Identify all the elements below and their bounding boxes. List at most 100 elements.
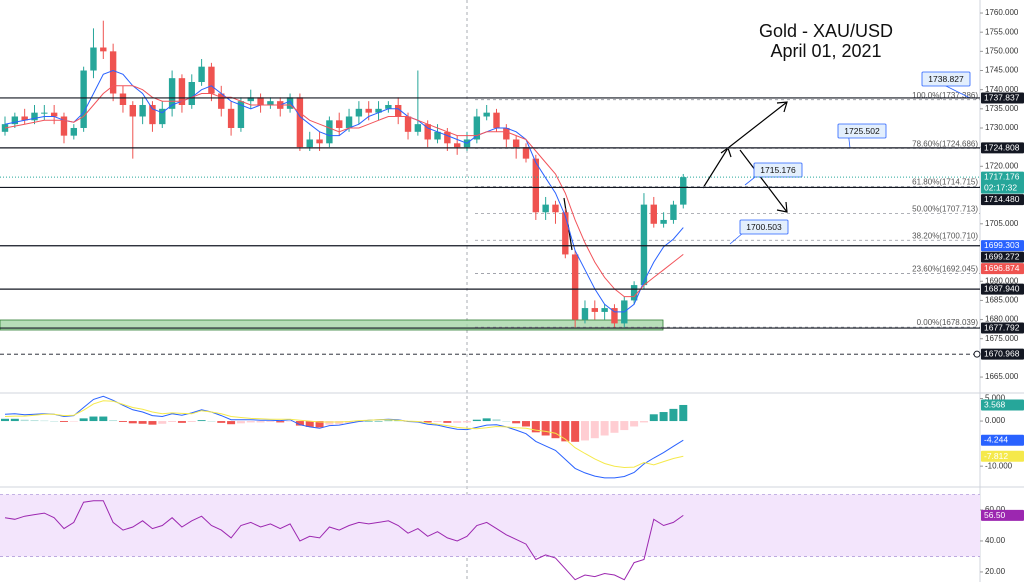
candle-body <box>581 308 589 320</box>
candle-body <box>237 101 245 128</box>
macd-histogram-bar <box>266 421 275 422</box>
candle-body <box>552 204 559 213</box>
price-label-box <box>981 251 1024 263</box>
fib-label: 100.0%(1737.386) <box>912 91 978 100</box>
candle-body <box>650 204 657 224</box>
macd-histogram-bar <box>482 418 491 422</box>
macd-histogram-bar <box>50 421 59 422</box>
macd-histogram-bar <box>148 421 157 425</box>
macd-histogram-bar <box>227 421 236 425</box>
arrow-head <box>776 101 788 113</box>
macd-histogram-bar <box>541 421 550 436</box>
price-label-box <box>981 348 1024 360</box>
y-tick-label: 1735.000 <box>985 104 1019 113</box>
macd-histogram-bar <box>394 420 403 422</box>
macd-histogram-bar <box>89 416 98 422</box>
macd-histogram-bar <box>99 416 108 422</box>
price-label: 1699.272 <box>984 252 1020 262</box>
y-tick-label: 1685.000 <box>985 296 1019 305</box>
candle-body <box>188 82 195 105</box>
macd-histogram-bar <box>659 412 668 422</box>
y-tick-label: 5.000 <box>985 394 1006 403</box>
fib-label: 38.20%(1700.710) <box>912 231 978 240</box>
price-label: 1717.176 <box>984 172 1020 182</box>
macd-histogram-bar <box>492 419 501 422</box>
price-label: 3.568 <box>984 400 1006 410</box>
countdown: 02:17:32 <box>984 182 1017 192</box>
candle-body <box>345 116 353 128</box>
price-label: 1737.837 <box>984 93 1020 103</box>
fib-label: 50.00%(1707.713) <box>912 204 978 213</box>
candle-body <box>640 204 648 286</box>
candle-body <box>267 101 274 105</box>
price-label-box <box>981 434 1024 446</box>
candle-body <box>306 139 313 148</box>
candle-body <box>365 108 372 113</box>
candle-body <box>385 104 392 109</box>
macd-histogram-bar <box>423 421 432 423</box>
callout-box <box>739 219 789 235</box>
candle-body <box>129 104 136 117</box>
support-zone <box>0 319 664 331</box>
candle-body <box>257 97 264 105</box>
candle-body <box>473 116 481 140</box>
price-label: 1677.792 <box>984 323 1020 333</box>
macd-histogram-bar <box>453 421 462 423</box>
candle-body <box>611 308 618 324</box>
y-tick-label: 1665.000 <box>985 372 1019 381</box>
price-label: 1724.808 <box>984 142 1020 152</box>
candle-body <box>512 139 520 148</box>
price-label-box <box>981 171 1024 194</box>
macd-histogram-bar <box>197 420 206 422</box>
candle-body <box>660 219 667 224</box>
candle-body <box>139 104 146 117</box>
macd-histogram-bar <box>580 421 589 441</box>
candle-body <box>532 158 540 213</box>
macd-histogram-bar <box>590 421 599 439</box>
price-label-box <box>981 194 1024 206</box>
candle-body <box>562 212 569 255</box>
candle-body <box>227 108 235 128</box>
y-tick-label: 1745.000 <box>985 66 1019 75</box>
candle-body <box>208 66 215 94</box>
candle-body <box>11 116 19 125</box>
fib-label: 61.80%(1714.715) <box>912 178 978 187</box>
price-label-box <box>981 92 1024 104</box>
macd-histogram-bar <box>177 421 186 423</box>
candle-body <box>424 124 431 140</box>
macd-histogram-bar <box>679 404 688 422</box>
price-label: 1696.874 <box>984 263 1020 273</box>
candle-body <box>60 116 68 136</box>
callout-box <box>837 123 887 139</box>
price-label: 1699.303 <box>984 240 1020 250</box>
macd-histogram-bar <box>207 421 216 422</box>
candle-body <box>168 78 176 109</box>
arrow-head <box>776 201 788 213</box>
y-tick-label: 1730.000 <box>985 123 1019 132</box>
macd-histogram-bar <box>600 421 609 436</box>
candle-body <box>601 308 608 312</box>
y-tick-label: 1690.000 <box>985 276 1019 285</box>
candle-body <box>375 108 382 113</box>
macd-histogram-bar <box>236 421 245 424</box>
fib-label: 0.00%(1678.039) <box>917 318 979 327</box>
macd-histogram-bar <box>433 421 442 422</box>
candle-body <box>41 112 48 114</box>
price-label-box <box>981 509 1024 521</box>
y-tick-label: 1760.000 <box>985 8 1019 17</box>
candle-body <box>453 143 461 148</box>
price-label-box <box>981 322 1024 334</box>
candle-body <box>50 112 58 117</box>
candle-body <box>444 131 451 144</box>
macd-histogram-bar <box>295 421 304 426</box>
y-tick-label: 60.00 <box>985 505 1006 514</box>
macd-histogram-bar <box>276 421 285 423</box>
callout-label: 1725.502 <box>844 126 880 136</box>
candle-body <box>336 120 343 128</box>
macd-histogram-bar <box>168 421 177 422</box>
macd-histogram-bar <box>669 408 678 422</box>
price-label: -7.812 <box>984 451 1008 461</box>
candle-body <box>178 78 186 105</box>
candle-body <box>542 204 549 213</box>
chart-title: Gold - XAU/USD <box>759 21 893 41</box>
